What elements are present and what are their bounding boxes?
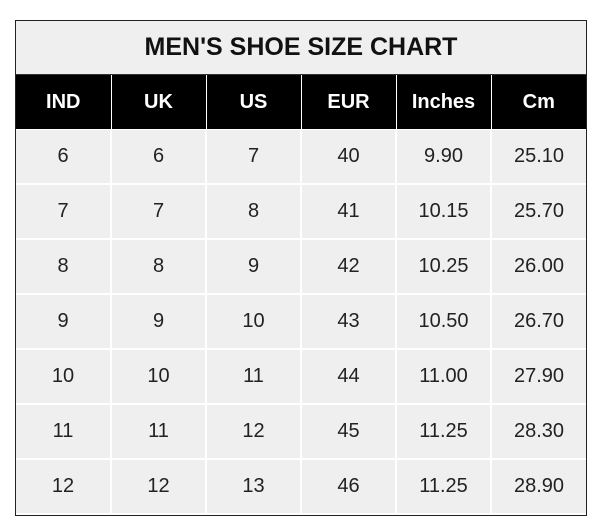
table-cell: 27.90: [490, 348, 586, 405]
size-chart: MEN'S SHOE SIZE CHART IND UK US EUR Inches Cm…: [15, 20, 587, 516]
table-cell: 8: [110, 238, 207, 295]
table-cell: 11: [110, 403, 207, 460]
table-cell: 10: [205, 293, 302, 350]
chart-title: MEN'S SHOE SIZE CHART: [16, 21, 586, 75]
table-cell: 40: [300, 129, 397, 185]
table-cell: 26.70: [490, 293, 586, 350]
table-cell: 11.00: [395, 348, 492, 405]
table-cell: 26.00: [490, 238, 586, 295]
table-cell: 46: [300, 458, 397, 515]
table-cell: 10.15: [395, 183, 492, 240]
column-header: Cm: [490, 74, 586, 130]
table-row: 11 11 12 45 11.25 28.30: [16, 403, 586, 460]
table-body: 6 6 7 40 9.90 25.10 7 7 8 41 10.15 25.70 8 8 9 42 10.25 2…: [16, 129, 586, 515]
column-header: US: [205, 74, 301, 130]
table-cell: 42: [300, 238, 397, 295]
table-cell: 11.25: [395, 458, 492, 515]
table-cell: 10.25: [395, 238, 492, 295]
table-cell: 10: [16, 348, 112, 405]
table-cell: 25.10: [490, 129, 586, 185]
table-row: 7 7 8 41 10.15 25.70: [16, 183, 586, 240]
table-cell: 43: [300, 293, 397, 350]
table-cell: 11: [16, 403, 112, 460]
table-row: 8 8 9 42 10.25 26.00: [16, 238, 586, 295]
table-cell: 7: [110, 183, 207, 240]
table-cell: 41: [300, 183, 397, 240]
column-header: UK: [110, 74, 206, 130]
table-cell: 12: [16, 458, 112, 515]
table-cell: 10.50: [395, 293, 492, 350]
table-cell: 13: [205, 458, 302, 515]
table-cell: 9: [110, 293, 207, 350]
table-cell: 9.90: [395, 129, 492, 185]
table-cell: 44: [300, 348, 397, 405]
table-cell: 6: [110, 129, 207, 185]
table-cell: 9: [205, 238, 302, 295]
table-row: 9 9 10 43 10.50 26.70: [16, 293, 586, 350]
table-row: 10 10 11 44 11.00 27.90: [16, 348, 586, 405]
table-cell: 6: [16, 129, 112, 185]
table-cell: 25.70: [490, 183, 586, 240]
header-row: IND UK US EUR Inches Cm: [16, 74, 586, 130]
column-header: Inches: [395, 74, 491, 130]
table-row: 6 6 7 40 9.90 25.10: [16, 129, 586, 185]
table-cell: 45: [300, 403, 397, 460]
table-row: 12 12 13 46 11.25 28.90: [16, 458, 586, 515]
table-cell: 28.90: [490, 458, 586, 515]
table-cell: 9: [16, 293, 112, 350]
table-cell: 12: [205, 403, 302, 460]
size-table: MEN'S SHOE SIZE CHART IND UK US EUR Inches Cm…: [16, 21, 586, 515]
table-cell: 10: [110, 348, 207, 405]
table-cell: 8: [205, 183, 302, 240]
table-cell: 8: [16, 238, 112, 295]
table-cell: 12: [110, 458, 207, 515]
table-cell: 7: [205, 129, 302, 185]
table-cell: 11.25: [395, 403, 492, 460]
table-cell: 7: [16, 183, 112, 240]
column-header: IND: [16, 74, 111, 130]
table-cell: 28.30: [490, 403, 586, 460]
table-cell: 11: [205, 348, 302, 405]
column-header: EUR: [300, 74, 396, 130]
